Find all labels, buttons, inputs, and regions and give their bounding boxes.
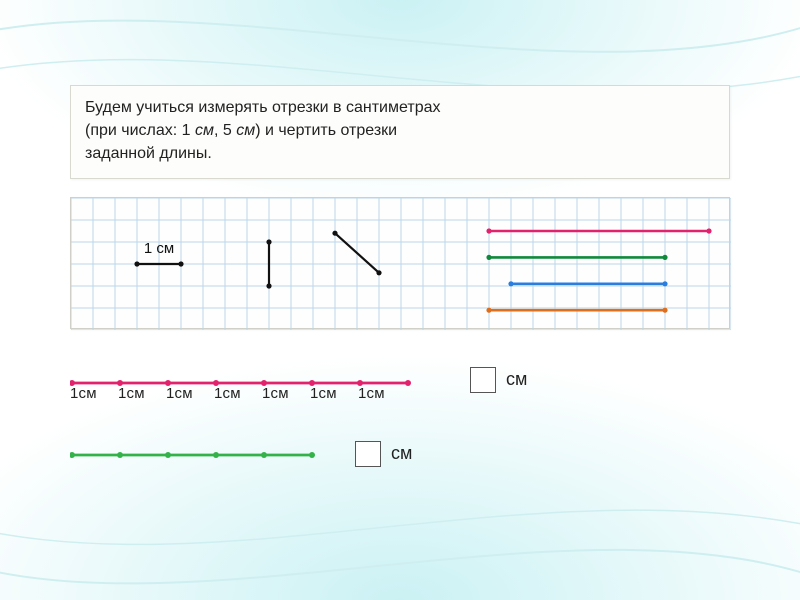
answer-group-2: см — [355, 441, 412, 467]
cm-unit-label: 1см — [214, 385, 262, 402]
instruction-text: Будем учиться измерять отрезки в сантиме… — [70, 85, 730, 179]
answer-box-2[interactable] — [355, 441, 381, 467]
svg-text:1 см: 1 см — [144, 240, 174, 257]
cm-labels: 1см1см1см1см1см1см1см — [70, 385, 406, 402]
cm-unit-label: 1см — [358, 385, 406, 402]
answer-box-1[interactable] — [470, 367, 496, 393]
answer-group-1: см — [470, 367, 527, 393]
ruler-row-2: см — [70, 441, 730, 493]
rulers-block: 1см1см1см1см1см1см1см см см — [70, 369, 730, 493]
intro-part: ) и чертить отрезки — [255, 122, 397, 139]
intro-part: (при числах: 1 — [85, 122, 195, 139]
cm-unit-label: 1см — [118, 385, 166, 402]
intro-part: Будем учиться измерять отрезки в сантиме… — [85, 99, 440, 116]
cm-unit-label: 1см — [310, 385, 358, 402]
unit-label: см — [506, 369, 527, 390]
ruler-row-1: 1см1см1см1см1см1см1см см — [70, 369, 730, 421]
cm-unit-label: 1см — [166, 385, 214, 402]
intro-em: см — [195, 122, 214, 139]
unit-label: см — [391, 443, 412, 464]
intro-em: см — [236, 122, 255, 139]
intro-part: заданной длины. — [85, 145, 212, 162]
cm-unit-label: 1см — [70, 385, 118, 402]
cm-unit-label: 1см — [262, 385, 310, 402]
intro-part: , 5 — [214, 122, 236, 139]
grid-figure: 1 см — [70, 197, 730, 329]
